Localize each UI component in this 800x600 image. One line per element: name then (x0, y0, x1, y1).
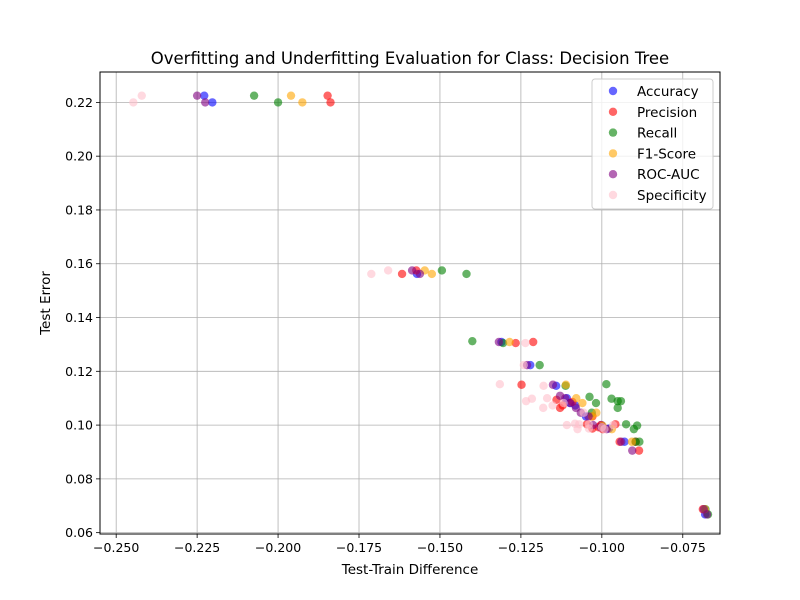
data-point-specificity (383, 266, 393, 275)
data-point-recall (468, 336, 477, 346)
data-point-roc-auc (548, 380, 558, 389)
data-point-precision (323, 91, 332, 100)
points-layer (129, 91, 713, 519)
plot-frame (99, 71, 721, 535)
data-point-specificity (539, 381, 548, 391)
data-point-recall (621, 420, 631, 429)
data-point-accuracy (200, 91, 209, 100)
data-point-specificity (495, 380, 505, 389)
data-point-roc-auc (702, 510, 712, 519)
data-point-f1-score (298, 98, 307, 107)
data-point-specificity (519, 360, 529, 370)
data-point-f1-score (578, 398, 587, 408)
data-point-precision (634, 446, 644, 455)
data-point-specificity (600, 424, 609, 434)
data-point-recall (462, 269, 471, 279)
x-tick-label: −0.100 (579, 540, 625, 555)
data-point-f1-score (505, 337, 514, 347)
legend-label-specificity: Specificity (637, 188, 707, 204)
data-point-roc-auc (192, 91, 202, 100)
y-tick-label: 0.14 (65, 310, 93, 325)
data-point-precision (517, 380, 526, 389)
data-point-recall (273, 98, 283, 107)
legend-label-f1-score: F1-Score (637, 146, 696, 162)
x-tick-label: −0.200 (255, 540, 301, 555)
data-point-specificity (548, 401, 557, 410)
y-tick-label: 0.20 (65, 149, 93, 164)
data-point-roc-auc (415, 269, 425, 279)
legend-label-recall: Recall (637, 126, 677, 142)
legend-label-roc-auc: ROC-AUC (637, 167, 700, 183)
data-point-specificity (129, 98, 138, 107)
y-tick-label: 0.08 (65, 471, 93, 486)
data-point-recall (616, 396, 626, 406)
data-point-roc-auc (201, 98, 210, 107)
chart-title: Overfitting and Underfitting Evaluation … (151, 49, 669, 68)
data-point-specificity (579, 408, 588, 417)
data-point-specificity (584, 424, 594, 433)
data-point-specificity (562, 420, 572, 430)
data-point-roc-auc (407, 266, 417, 275)
data-point-specificity (521, 338, 530, 348)
data-point-specificity (542, 393, 552, 403)
data-point-f1-score (286, 91, 296, 100)
ticks-layer: −0.250 −0.225 −0.200 −0.175 −0.150 −0.125 −0.1… (65, 95, 706, 555)
y-tick-label: 0.18 (65, 202, 93, 217)
data-point-specificity (539, 403, 548, 413)
data-point-recall (613, 403, 622, 413)
y-tick-label: 0.12 (65, 364, 93, 379)
legend-marker-accuracy (608, 86, 618, 96)
data-point-specificity (559, 398, 568, 408)
data-point-specificity (608, 420, 618, 430)
legend-label-accuracy: Accuracy (637, 84, 699, 100)
data-point-precision (326, 98, 335, 107)
data-point-f1-score (572, 393, 581, 403)
data-point-roc-auc (494, 337, 504, 347)
x-tick-label: −0.075 (660, 540, 706, 555)
y-tick-label: 0.22 (65, 95, 93, 110)
legend-marker-roc-auc (608, 170, 618, 179)
data-point-recall (585, 392, 594, 402)
y-tick-label: 0.16 (65, 256, 93, 271)
legend-marker-precision (608, 107, 618, 117)
data-point-specificity (137, 91, 146, 100)
data-point-roc-auc (566, 398, 575, 408)
data-point-f1-score (427, 269, 437, 279)
legend-marker-recall (608, 128, 618, 137)
data-point-precision (528, 337, 538, 347)
data-point-recall (249, 91, 259, 100)
x-tick-label: −0.175 (336, 540, 382, 555)
x-tick-label: −0.150 (417, 540, 463, 555)
data-point-recall (591, 398, 601, 408)
legend-label-precision: Precision (637, 105, 697, 121)
legend-marker-specificity (608, 190, 618, 200)
data-point-recall (602, 380, 611, 389)
data-point-specificity (527, 394, 537, 403)
x-tick-label: −0.125 (498, 540, 544, 555)
x-tick-label: −0.225 (174, 540, 220, 555)
data-point-recall (632, 421, 642, 430)
data-point-specificity (573, 424, 582, 434)
legend-marker-f1-score (608, 149, 618, 158)
y-tick-label: 0.10 (65, 418, 93, 433)
data-point-f1-score (561, 380, 571, 389)
data-point-roc-auc (628, 446, 637, 455)
y-axis-title: Test Error (38, 271, 54, 336)
y-tick-label: 0.06 (65, 525, 93, 540)
x-axis-title: Test-Train Difference (341, 562, 479, 578)
x-tick-label: −0.250 (93, 540, 139, 555)
data-point-recall (437, 266, 447, 275)
data-point-recall (535, 360, 544, 370)
data-point-specificity (367, 269, 376, 279)
data-point-roc-auc (617, 437, 626, 446)
data-point-accuracy (208, 98, 217, 107)
data-point-precision (397, 269, 407, 279)
legend: Accuracy Precision Recall F1-Score ROC-AUC Sp… (591, 78, 714, 210)
data-point-f1-score (627, 437, 637, 446)
legend-box (591, 78, 714, 210)
